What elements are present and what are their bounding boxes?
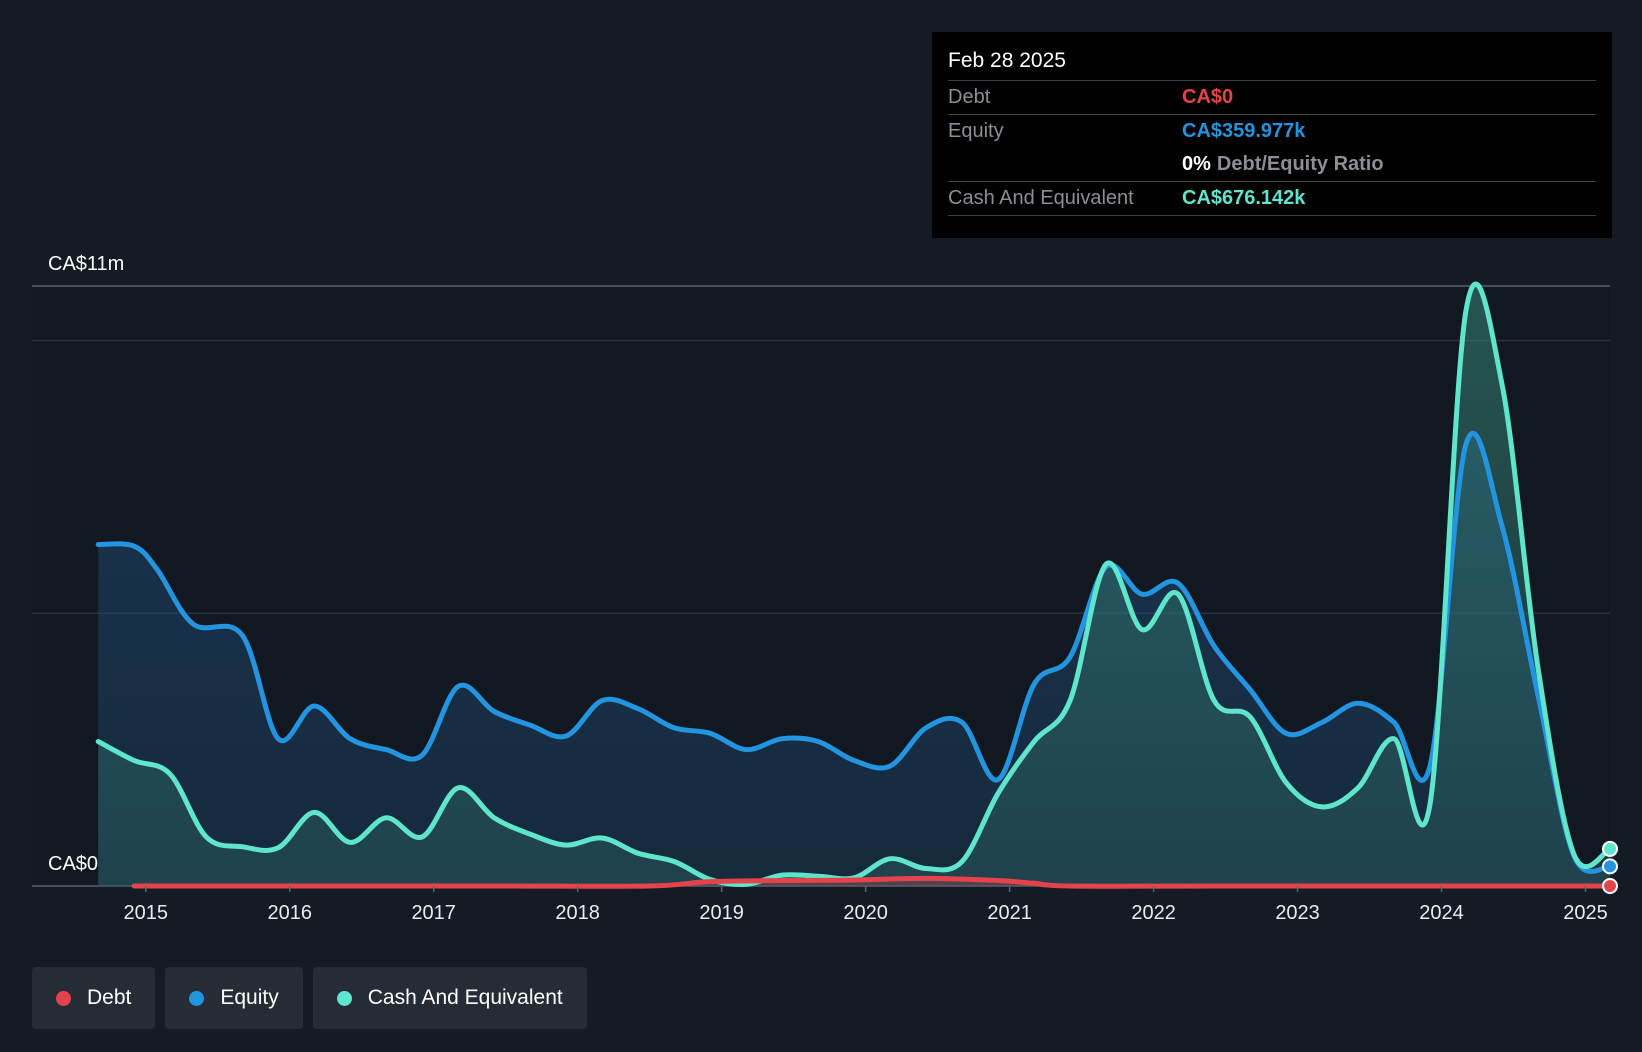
- tooltip-ratio-label: Debt/Equity Ratio: [1216, 153, 1384, 175]
- x-tick-label-2023: 2023: [1275, 902, 1320, 924]
- tooltip-date: Feb 28 2025: [948, 46, 1596, 81]
- legend-item-cash[interactable]: Cash And Equivalent: [312, 967, 587, 1029]
- cash-line: [95, 281, 1613, 888]
- legend-label-equity: Equity: [220, 986, 279, 1009]
- equity-dot-icon: [189, 990, 205, 1006]
- debt-dot-icon: [56, 990, 71, 1006]
- series-areas: [98, 283, 1611, 887]
- legend-item-equity[interactable]: Equity: [165, 967, 303, 1029]
- x-tick-label-2022: 2022: [1131, 902, 1176, 924]
- debt-area: [134, 878, 1611, 887]
- equity-line: [95, 431, 1613, 874]
- tooltip-ratio-value: 0%: [1182, 153, 1211, 175]
- legend-item-debt[interactable]: Debt: [32, 967, 156, 1029]
- series-lines: [95, 281, 1613, 889]
- y-axis-top-label: CA$11m: [48, 253, 124, 275]
- chart-tooltip: Feb 28 2025 Debt CA$0 Equity CA$359.977k…: [932, 32, 1612, 238]
- tooltip-cash-value: CA$676.142k: [1182, 187, 1306, 209]
- debt-end-marker[interactable]: [1602, 878, 1618, 894]
- chart-legend: Debt Equity Cash And Equivalent: [32, 967, 587, 1029]
- x-tick-label-2017: 2017: [411, 902, 456, 924]
- x-tick-label-2020: 2020: [843, 902, 888, 924]
- y-axis-bottom-label: CA$0: [48, 853, 98, 875]
- x-tick-label-2025: 2025: [1563, 902, 1608, 924]
- legend-label-cash: Cash And Equivalent: [367, 986, 563, 1009]
- x-tick-label-2018: 2018: [555, 902, 600, 924]
- tooltip-equity-value: CA$359.977k: [1182, 120, 1306, 142]
- tooltip-debt-value: CA$0: [1182, 86, 1234, 108]
- series-end-markers: [1602, 840, 1618, 894]
- tooltip-equity-label: Equity: [948, 120, 1004, 142]
- equity-end-marker[interactable]: [1602, 858, 1618, 875]
- x-tick-label-2016: 2016: [267, 902, 312, 924]
- cash-end-marker[interactable]: [1602, 840, 1618, 857]
- legend-label-debt: Debt: [87, 986, 132, 1009]
- cash-dot-icon: [336, 990, 352, 1006]
- x-tick-label-2021: 2021: [987, 902, 1032, 924]
- x-tick-label-2024: 2024: [1419, 902, 1464, 924]
- tooltip-debt-row: Debt CA$0: [948, 81, 1596, 115]
- tooltip-cash-row: Cash And Equivalent CA$676.142k: [948, 182, 1596, 216]
- cash-area: [98, 283, 1611, 886]
- tooltip-ratio-row: 0% Debt/Equity Ratio: [948, 148, 1596, 182]
- tooltip-equity-row: Equity CA$359.977k: [948, 115, 1596, 148]
- x-tick-label-2015: 2015: [123, 902, 168, 924]
- debt-line: [131, 875, 1613, 889]
- tooltip-cash-label: Cash And Equivalent: [948, 187, 1134, 209]
- x-axis-ticks: 2015 2016 2017 2018 2019 2020 2021 2022 2023 2024…: [123, 886, 1608, 924]
- x-tick-label-2019: 2019: [699, 902, 744, 924]
- tooltip-debt-label: Debt: [948, 86, 991, 108]
